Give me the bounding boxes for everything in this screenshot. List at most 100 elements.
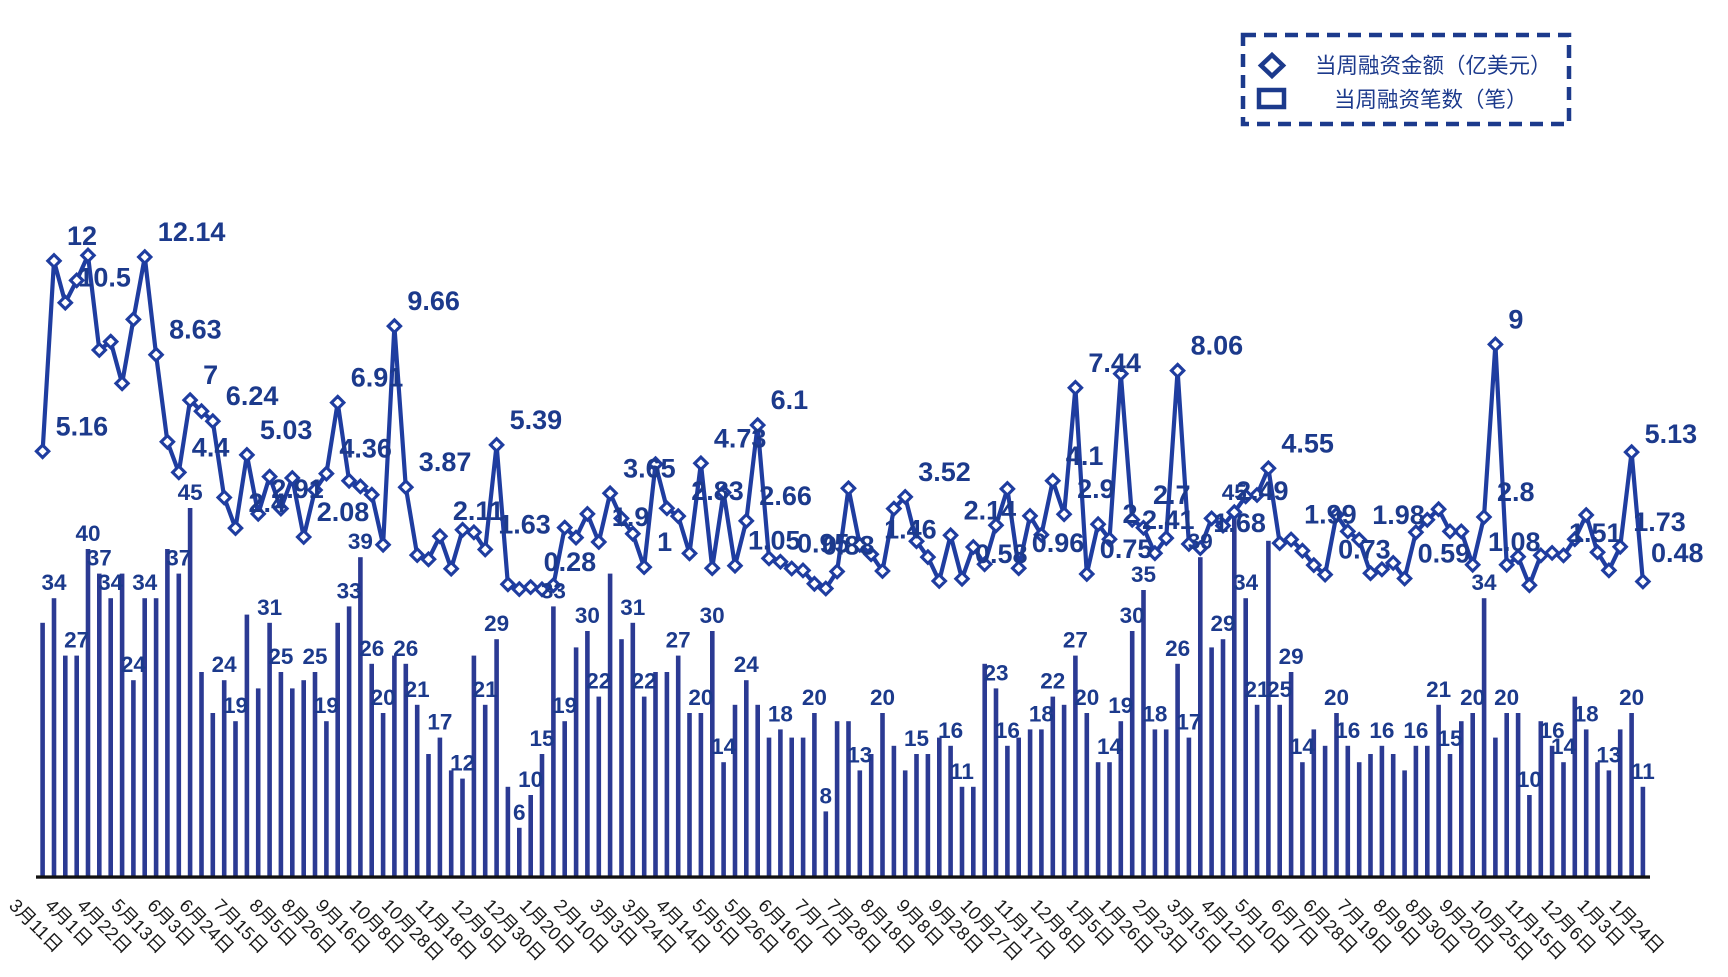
svg-text:19: 19 (552, 693, 577, 718)
svg-text:10: 10 (518, 767, 543, 792)
svg-text:4.55: 4.55 (1281, 428, 1334, 458)
svg-text:1.08: 1.08 (1488, 527, 1541, 557)
svg-text:34: 34 (132, 570, 158, 595)
svg-text:15: 15 (529, 726, 554, 751)
svg-text:30: 30 (700, 603, 725, 628)
svg-text:0.28: 0.28 (544, 547, 597, 577)
svg-text:40: 40 (75, 521, 100, 546)
svg-text:3.65: 3.65 (623, 453, 676, 483)
svg-text:37: 37 (166, 546, 191, 571)
svg-text:2.49: 2.49 (1236, 476, 1289, 506)
svg-text:26: 26 (1165, 636, 1190, 661)
svg-text:24: 24 (734, 652, 760, 677)
svg-text:0.59: 0.59 (1418, 539, 1471, 569)
svg-text:15: 15 (904, 726, 929, 751)
svg-text:33: 33 (337, 578, 362, 603)
svg-text:当周融资金额（亿美元）: 当周融资金额（亿美元） (1315, 54, 1552, 78)
svg-text:20: 20 (1324, 685, 1349, 710)
svg-text:5.16: 5.16 (56, 411, 109, 441)
svg-text:6: 6 (513, 800, 526, 825)
svg-text:2: 2 (1123, 499, 1138, 529)
svg-text:8.06: 8.06 (1191, 331, 1244, 361)
svg-text:20: 20 (802, 685, 827, 710)
svg-text:10.5: 10.5 (78, 263, 131, 293)
svg-text:2.08: 2.08 (317, 497, 370, 527)
svg-text:6.24: 6.24 (226, 381, 279, 411)
svg-text:0.48: 0.48 (1651, 538, 1704, 568)
svg-text:35: 35 (1131, 562, 1156, 587)
svg-text:39: 39 (348, 529, 373, 554)
svg-text:2.14: 2.14 (964, 495, 1017, 525)
svg-text:29: 29 (484, 611, 509, 636)
svg-text:9.66: 9.66 (407, 286, 460, 316)
svg-text:4.36: 4.36 (339, 434, 392, 464)
svg-text:8.63: 8.63 (169, 315, 222, 345)
svg-text:14: 14 (1551, 734, 1577, 759)
svg-text:13: 13 (847, 742, 872, 767)
svg-text:20: 20 (870, 685, 895, 710)
svg-text:19: 19 (1108, 693, 1133, 718)
svg-text:22: 22 (1040, 669, 1065, 694)
svg-text:6.91: 6.91 (351, 363, 404, 393)
svg-text:23: 23 (983, 660, 1008, 685)
svg-text:39: 39 (1188, 529, 1213, 554)
svg-text:12: 12 (450, 751, 475, 776)
svg-text:27: 27 (1063, 628, 1088, 653)
svg-text:20: 20 (688, 685, 713, 710)
svg-text:1: 1 (657, 527, 672, 557)
svg-text:9: 9 (1508, 304, 1523, 334)
svg-text:21: 21 (1244, 677, 1269, 702)
svg-text:30: 30 (575, 603, 600, 628)
svg-text:16: 16 (1403, 718, 1428, 743)
svg-text:20: 20 (1494, 685, 1519, 710)
svg-text:29: 29 (1210, 611, 1235, 636)
svg-text:2.91: 2.91 (271, 474, 324, 504)
svg-text:27: 27 (666, 628, 691, 653)
svg-text:0.58: 0.58 (975, 539, 1028, 569)
svg-text:30: 30 (1120, 603, 1145, 628)
svg-text:25: 25 (302, 644, 327, 669)
svg-text:3.52: 3.52 (918, 457, 971, 487)
svg-text:5.39: 5.39 (510, 405, 563, 435)
svg-text:17: 17 (427, 710, 452, 735)
svg-text:37: 37 (87, 546, 112, 571)
svg-text:25: 25 (1267, 677, 1292, 702)
svg-text:0.96: 0.96 (1032, 528, 1085, 558)
svg-text:24: 24 (121, 652, 147, 677)
svg-text:16: 16 (1335, 718, 1360, 743)
svg-text:1.98: 1.98 (1372, 500, 1425, 530)
svg-text:21: 21 (405, 677, 430, 702)
svg-text:4.4: 4.4 (192, 432, 230, 462)
svg-text:3.87: 3.87 (419, 447, 472, 477)
svg-text:1.99: 1.99 (1304, 500, 1357, 530)
svg-text:2.4: 2.4 (249, 488, 287, 518)
svg-text:16: 16 (1540, 718, 1565, 743)
svg-text:22: 22 (586, 669, 611, 694)
svg-text:34: 34 (1233, 570, 1259, 595)
svg-text:31: 31 (620, 595, 645, 620)
svg-text:15: 15 (1437, 726, 1462, 751)
svg-text:8: 8 (820, 783, 833, 808)
svg-text:22: 22 (632, 669, 657, 694)
svg-text:2.83: 2.83 (691, 476, 744, 506)
svg-text:5.03: 5.03 (260, 415, 313, 445)
svg-text:18: 18 (1142, 701, 1167, 726)
svg-text:4.1: 4.1 (1066, 441, 1104, 471)
svg-text:13: 13 (1596, 742, 1621, 767)
svg-text:19: 19 (223, 693, 248, 718)
svg-text:14: 14 (1097, 734, 1123, 759)
svg-text:1.51: 1.51 (1569, 518, 1622, 548)
svg-text:20: 20 (371, 685, 396, 710)
svg-text:12: 12 (67, 221, 97, 251)
svg-text:25: 25 (268, 644, 293, 669)
svg-text:1.63: 1.63 (498, 510, 551, 540)
svg-text:20: 20 (1460, 685, 1485, 710)
svg-text:21: 21 (1426, 677, 1451, 702)
svg-text:0.88: 0.88 (822, 530, 875, 560)
svg-text:4.73: 4.73 (714, 423, 767, 453)
svg-text:26: 26 (359, 636, 384, 661)
svg-text:33: 33 (541, 578, 566, 603)
svg-text:2.7: 2.7 (1153, 480, 1191, 510)
svg-text:14: 14 (1290, 734, 1316, 759)
svg-text:1.73: 1.73 (1633, 507, 1686, 537)
